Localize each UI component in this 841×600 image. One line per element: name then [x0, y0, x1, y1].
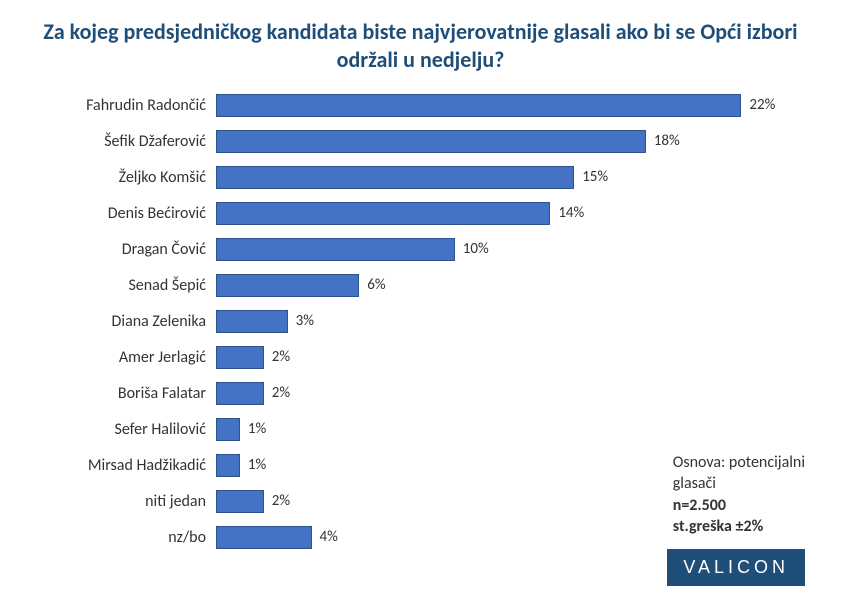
value-label: 2%	[272, 348, 290, 366]
bar	[216, 202, 550, 225]
bar	[216, 274, 359, 297]
value-label: 1%	[248, 420, 266, 438]
bar	[216, 346, 264, 369]
bar-row: Dragan Čović 10%	[28, 231, 813, 267]
value-label: 10%	[463, 240, 489, 258]
category-label: Senad Šepić	[28, 276, 216, 295]
bar-row: Senad Šepić 6%	[28, 267, 813, 303]
bar	[216, 418, 240, 441]
bar-row: Željko Komšić 15%	[28, 159, 813, 195]
bar	[216, 526, 312, 549]
category-label: Boriša Falatar	[28, 384, 216, 403]
bar-cell: 2%	[216, 346, 813, 369]
category-label: nz/bo	[28, 528, 216, 547]
chart-title: Za kojeg predsjedničkog kandidata biste …	[41, 18, 801, 73]
category-label: Mirsad Hadžikadić	[28, 456, 216, 475]
bar-cell: 18%	[216, 130, 813, 153]
bar-cell: 1%	[216, 418, 813, 441]
value-label: 3%	[296, 312, 314, 330]
bar-cell: 2%	[216, 382, 813, 405]
value-label: 6%	[367, 276, 385, 294]
bar	[216, 166, 574, 189]
bar	[216, 382, 264, 405]
info-std-error: st.greška ±2%	[673, 516, 805, 538]
value-label: 1%	[248, 456, 266, 474]
category-label: Željko Komšić	[28, 168, 216, 187]
bar-row: Boriša Falatar 2%	[28, 375, 813, 411]
bar-cell: 6%	[216, 274, 813, 297]
bar-row: Sefer Halilović 1%	[28, 411, 813, 447]
bar-cell: 15%	[216, 166, 813, 189]
value-label: 2%	[272, 492, 290, 510]
bar	[216, 490, 264, 513]
bar	[216, 310, 288, 333]
category-label: Amer Jerlagić	[28, 348, 216, 367]
bar-cell: 22%	[216, 94, 813, 117]
bar-row: Šefik Džaferović 18%	[28, 123, 813, 159]
bar-row: Amer Jerlagić 2%	[28, 339, 813, 375]
info-line-1: Osnova: potencijalni	[673, 452, 805, 474]
bar	[216, 94, 741, 117]
bar	[216, 454, 240, 477]
bar-row: Fahrudin Radončić 22%	[28, 87, 813, 123]
bar	[216, 130, 646, 153]
info-line-2: glasači	[673, 473, 805, 495]
chart-container: Za kojeg predsjedničkog kandidata biste …	[0, 0, 841, 600]
bar-row: Diana Zelenika 3%	[28, 303, 813, 339]
category-label: niti jedan	[28, 492, 216, 511]
info-box: Osnova: potencijalni glasači n=2.500 st.…	[673, 452, 805, 538]
category-label: Diana Zelenika	[28, 312, 216, 331]
category-label: Denis Bećirović	[28, 204, 216, 223]
value-label: 14%	[558, 204, 584, 222]
bar-cell: 14%	[216, 202, 813, 225]
bar-cell: 10%	[216, 238, 813, 261]
value-label: 18%	[654, 132, 680, 150]
info-sample-size: n=2.500	[673, 495, 805, 517]
valicon-logo: VALICON	[667, 549, 805, 586]
bar-cell: 3%	[216, 310, 813, 333]
category-label: Sefer Halilović	[28, 420, 216, 439]
category-label: Dragan Čović	[28, 240, 216, 259]
category-label: Fahrudin Radončić	[28, 96, 216, 115]
value-label: 22%	[749, 96, 775, 114]
bar-row: Denis Bećirović 14%	[28, 195, 813, 231]
value-label: 4%	[320, 528, 338, 546]
bar	[216, 238, 455, 261]
value-label: 15%	[582, 168, 608, 186]
category-label: Šefik Džaferović	[28, 132, 216, 151]
value-label: 2%	[272, 384, 290, 402]
